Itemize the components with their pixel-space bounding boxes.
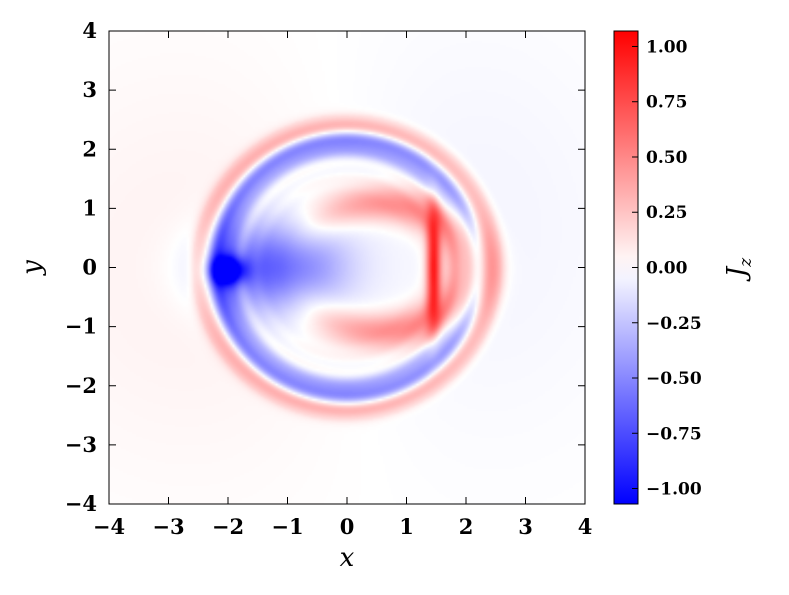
x-tick-label: −1: [271, 514, 303, 539]
colorbar-label-main: J: [722, 265, 752, 282]
y-tick-label: −4: [65, 491, 97, 516]
colorbar-ticks: 1.00 0.75 0.50 0.25 0.00 −0.25 −0.50 −0.75 −1.00: [632, 37, 702, 500]
y-tick-label: 4: [82, 18, 97, 43]
colorbar-label-sub: z: [736, 257, 756, 268]
colorbar-tick-label: 0.50: [646, 148, 688, 168]
colorbar-tick-label: −0.25: [646, 314, 702, 334]
x-tick-label: −2: [212, 514, 244, 539]
colorbar-tick-label: −1.00: [646, 480, 702, 500]
plot-area: −4 −3 −2 −1 0 1 2 3 4 −4 −3 −2 −1 0 1 2 3 4 x y: [17, 18, 592, 573]
x-tick-label: −4: [93, 514, 125, 539]
x-tick-label: −3: [152, 514, 184, 539]
colorbar-tick-label: 0.00: [646, 259, 688, 279]
y-tick-label: −2: [65, 373, 97, 398]
colorbar-label: Jz: [722, 257, 756, 282]
x-tick-label: 2: [459, 514, 474, 539]
colorbar-tick-label: 1.00: [646, 37, 688, 57]
y-tick-label: 3: [82, 77, 97, 102]
x-tick-label: 1: [399, 514, 414, 539]
colorbar-tick-label: 0.75: [646, 93, 687, 113]
y-axis-label: y: [17, 260, 47, 276]
colorbar: 1.00 0.75 0.50 0.25 0.00 −0.25 −0.50 −0.75 −1.00…: [613, 30, 756, 505]
colorbar-tick-label: −0.50: [646, 369, 702, 389]
colorbar-tick-label: 0.25: [646, 203, 687, 223]
x-tick-label: 4: [578, 514, 593, 539]
x-axis: −4 −3 −2 −1 0 1 2 3 4: [93, 31, 592, 539]
y-tick-label: −3: [65, 432, 97, 457]
x-tick-label: 0: [340, 514, 355, 539]
y-tick-label: 2: [82, 136, 97, 161]
y-axis: −4 −3 −2 −1 0 1 2 3 4: [65, 18, 585, 516]
colorbar-tick-label: −0.75: [646, 424, 702, 444]
x-tick-label: 3: [518, 514, 533, 539]
heatmap-field: [109, 31, 585, 504]
y-tick-label: 0: [82, 255, 97, 280]
x-axis-label: x: [340, 543, 355, 573]
y-tick-label: −1: [65, 314, 97, 339]
y-tick-label: 1: [82, 195, 97, 220]
